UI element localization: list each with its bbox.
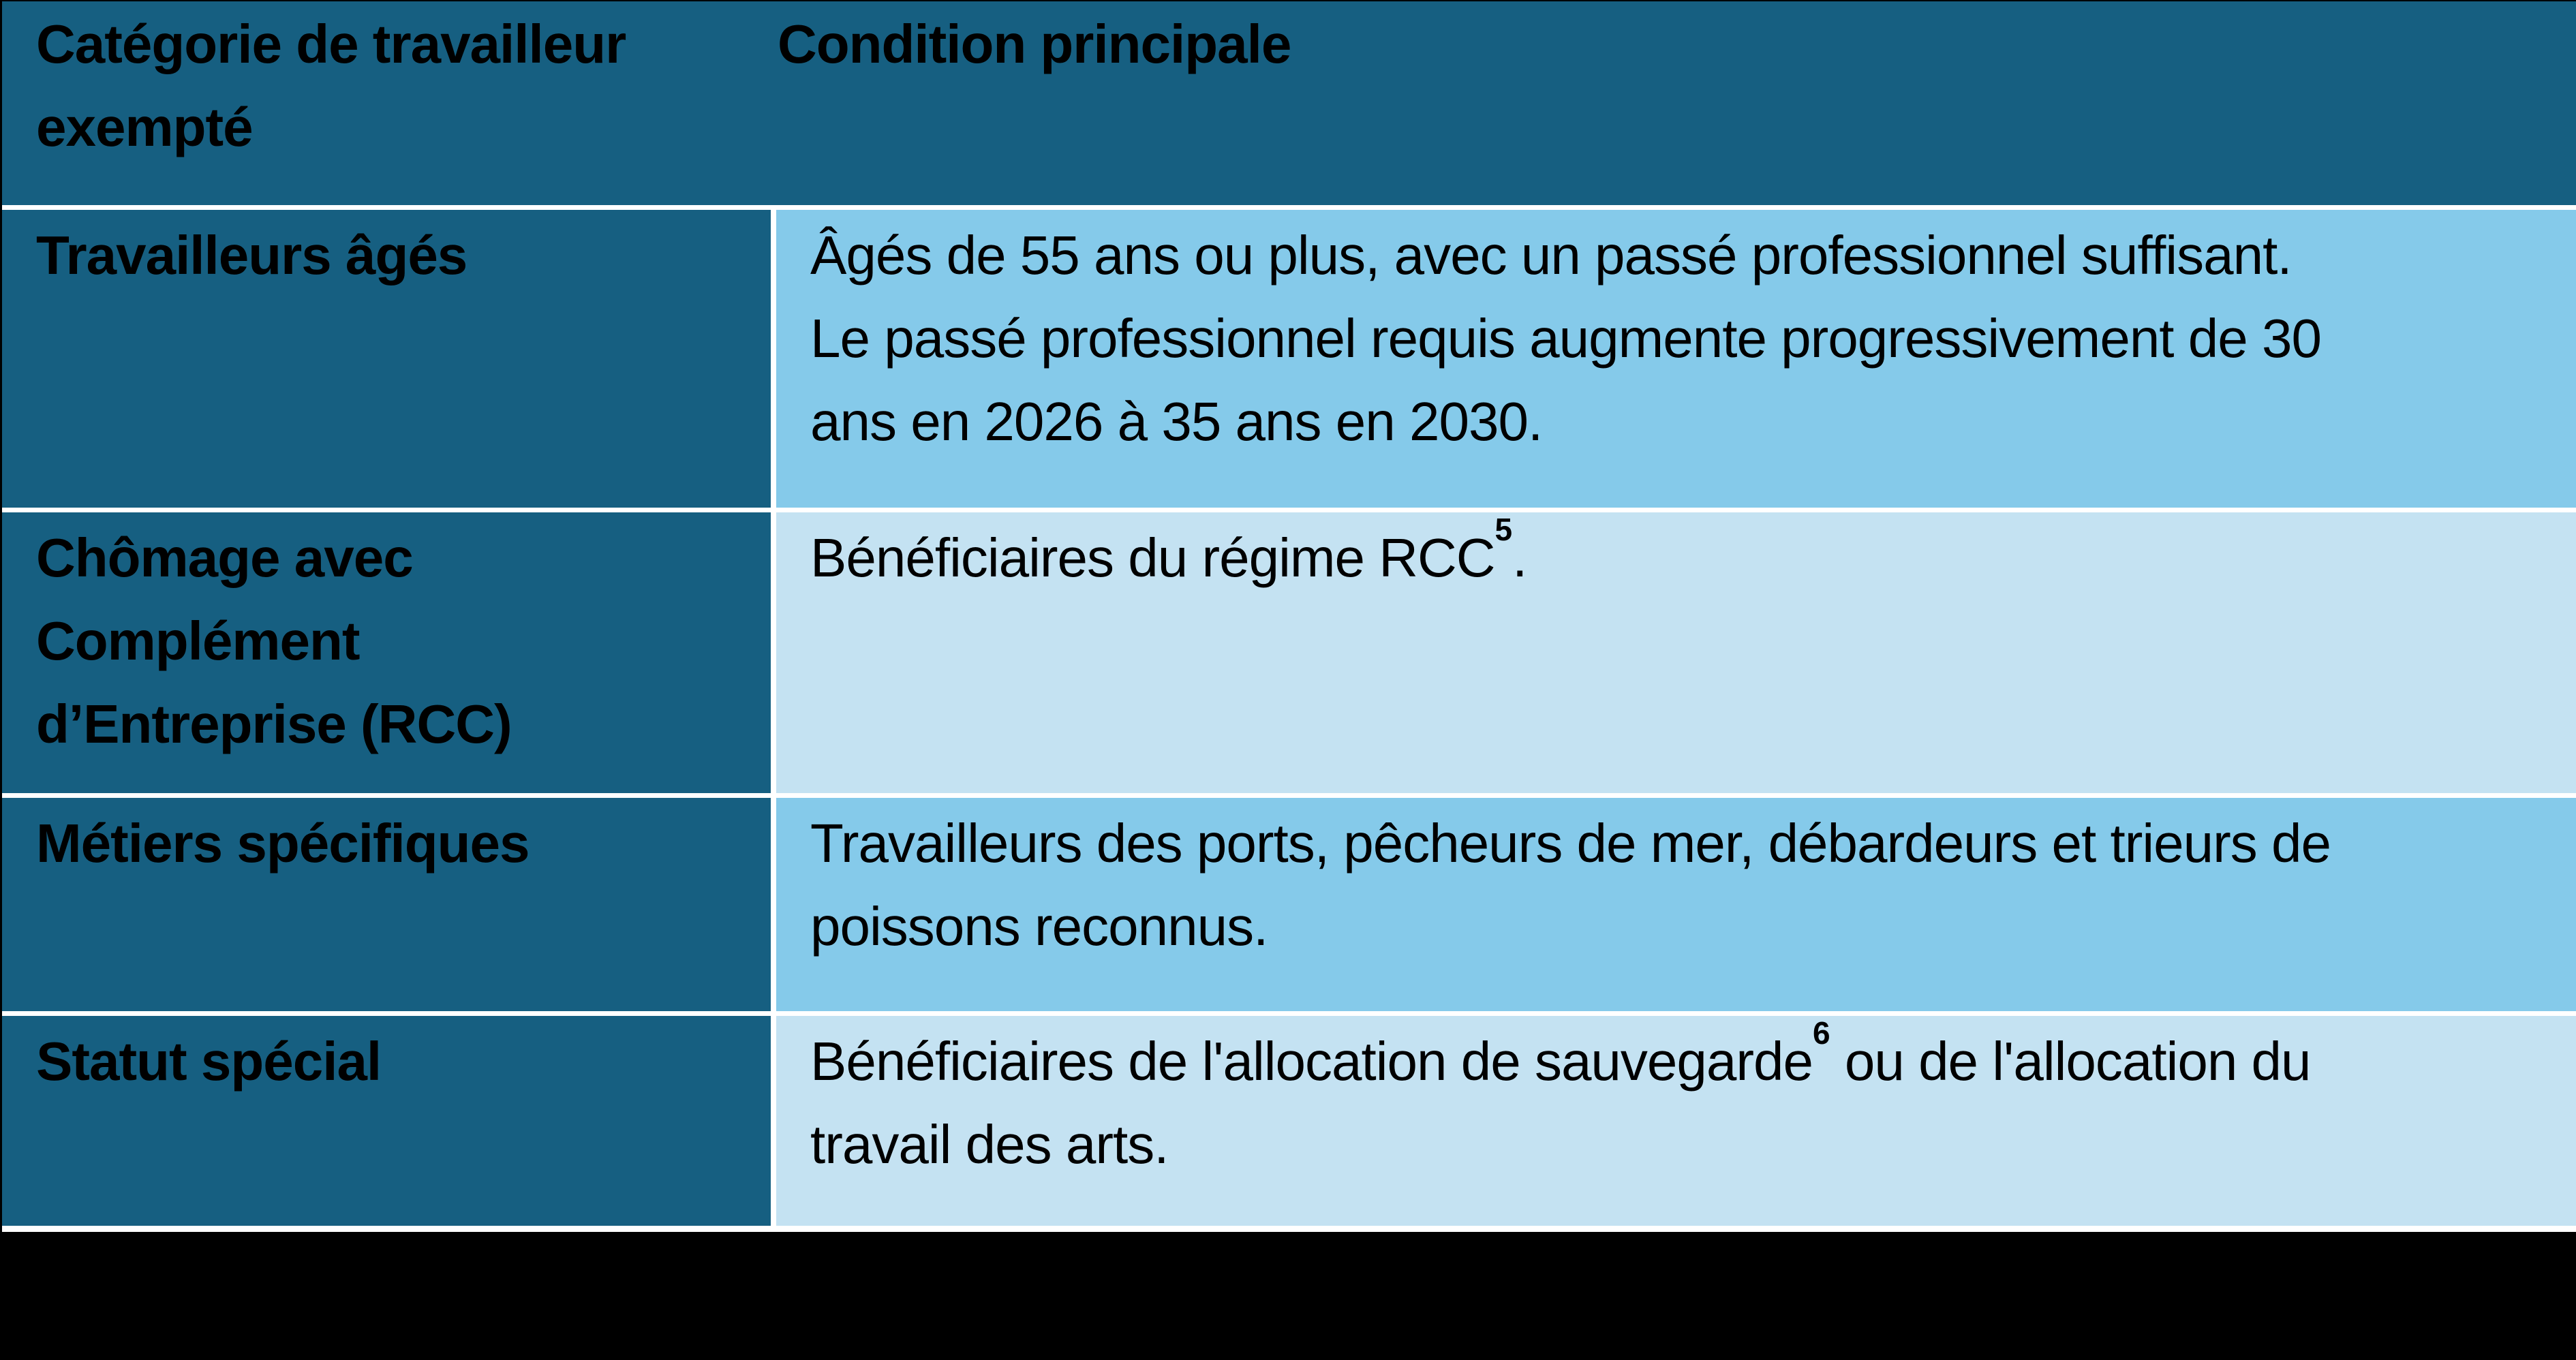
condition-cell: Âgés de 55 ans ou plus, avec un passé pr… [776, 210, 2576, 508]
footnote-ref: 6 [1813, 1016, 1830, 1051]
column-divider [771, 798, 776, 1011]
footnote-ref: 5 [1494, 512, 1513, 548]
category-cell: Métiers spécifiques [2, 798, 771, 1011]
table-header-row: Catégorie de travailleur exempté Conditi… [2, 1, 2576, 205]
table-row: Métiers spécifiques Travailleurs des por… [2, 798, 2576, 1011]
table-row: Chômage avec Complément d’Entreprise (RC… [2, 512, 2576, 793]
condition-text: Travailleurs des ports, pêcheurs de mer,… [810, 813, 2331, 957]
column-divider [771, 512, 776, 793]
row-divider [2, 793, 2576, 798]
row-divider [2, 205, 2576, 210]
condition-cell: Travailleurs des ports, pêcheurs de mer,… [776, 798, 2576, 1011]
bottom-black-bar [0, 1232, 2576, 1360]
header-cell-category: Catégorie de travailleur exempté [2, 1, 776, 205]
category-cell: Statut spécial [2, 1016, 771, 1226]
condition-text: Bénéficiaires du régime RCC [810, 527, 1496, 588]
condition-text: Bénéficiaires de l'allocation de sauvega… [810, 1031, 1813, 1092]
table-row: Statut spécial Bénéficiaires de l'alloca… [2, 1016, 2576, 1226]
row-divider [2, 508, 2576, 512]
condition-cell: Bénéficiaires de l'allocation de sauvega… [776, 1016, 2576, 1226]
condition-text: Âgés de 55 ans ou plus, avec un passé pr… [810, 225, 2322, 452]
condition-text-after: . [1512, 527, 1527, 588]
condition-cell: Bénéficiaires du régime RCC5. [776, 512, 2576, 793]
column-divider [771, 1016, 776, 1226]
condition-text-after: ou de l'allocation du travail des arts. [810, 1031, 2312, 1175]
row-divider [2, 1011, 2576, 1016]
table-row: Travailleurs âgés Âgés de 55 ans ou plus… [2, 210, 2576, 508]
exemption-table: Catégorie de travailleur exempté Conditi… [0, 0, 2576, 1232]
header-cell-condition: Condition principale [776, 1, 2576, 205]
category-cell: Travailleurs âgés [2, 210, 771, 508]
column-divider [771, 210, 776, 508]
category-cell: Chômage avec Complément d’Entreprise (RC… [2, 512, 771, 793]
table-bottom-margin [2, 1226, 2576, 1232]
